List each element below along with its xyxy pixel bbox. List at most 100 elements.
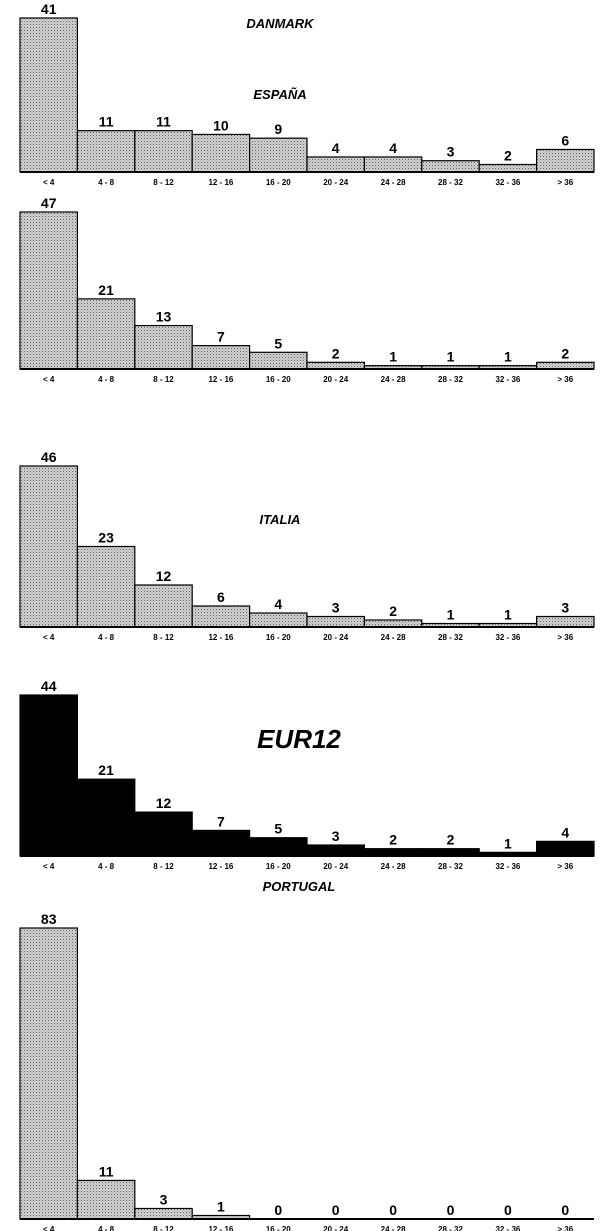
x-tick-label: 4 - 8 — [98, 375, 115, 384]
x-tick-label: 8 - 12 — [153, 633, 174, 642]
x-tick-label: 20 - 24 — [323, 375, 348, 384]
x-tick-label: 16 - 20 — [266, 178, 291, 187]
x-tick-label: 28 - 32 — [438, 862, 463, 871]
bar — [478, 163, 538, 173]
x-tick-label: 4 - 8 — [98, 1225, 115, 1231]
bar-value-label: 12 — [156, 568, 172, 584]
bar-value-label: 3 — [447, 144, 455, 160]
x-tick-label: 12 - 16 — [208, 1225, 233, 1231]
bar-value-label: 5 — [274, 335, 282, 351]
bar — [191, 829, 251, 857]
bar — [19, 927, 79, 1220]
x-tick-label: < 4 — [43, 375, 55, 384]
bar-value-label: 4 — [274, 596, 282, 612]
bar-value-label: 5 — [274, 821, 282, 837]
x-tick-label: 32 - 36 — [495, 862, 520, 871]
bar-value-label: 2 — [389, 603, 397, 619]
bar-value-label: 44 — [41, 678, 57, 694]
bar-value-label: 3 — [332, 600, 340, 616]
bar — [363, 619, 423, 628]
x-tick-label: < 4 — [43, 862, 55, 871]
x-tick-label: 16 - 20 — [266, 1225, 291, 1231]
bar — [191, 345, 251, 370]
x-tick-label: 28 - 32 — [438, 1225, 463, 1231]
x-tick-label: 28 - 32 — [438, 178, 463, 187]
bar-value-label: 2 — [504, 147, 512, 163]
x-tick-label: 12 - 16 — [208, 633, 233, 642]
x-tick-label: 28 - 32 — [438, 375, 463, 384]
bar — [421, 160, 480, 173]
x-tick-label: 16 - 20 — [266, 375, 291, 384]
bar-value-label: 4 — [561, 824, 569, 840]
bar-value-label: 47 — [41, 195, 57, 211]
bar — [306, 844, 366, 857]
x-tick-label: 8 - 12 — [153, 1225, 174, 1231]
bar-value-label: 2 — [389, 832, 397, 848]
bar-value-label: 3 — [332, 828, 340, 844]
bar — [249, 137, 308, 173]
chart-title: ITALIA — [260, 512, 301, 527]
bar — [19, 465, 79, 628]
bar-value-label: 7 — [217, 813, 225, 829]
bar — [19, 17, 79, 173]
x-tick-label: 20 - 24 — [323, 862, 348, 871]
bar-value-label: 2 — [332, 345, 340, 361]
bar — [535, 615, 595, 628]
bar — [134, 811, 193, 857]
bar-value-label: 0 — [274, 1202, 282, 1218]
bar — [19, 211, 79, 370]
x-tick-label: 20 - 24 — [323, 178, 348, 187]
bar-value-label: 0 — [561, 1202, 569, 1218]
bar-value-label: 1 — [504, 607, 512, 623]
bar — [134, 130, 193, 173]
x-tick-label: 12 - 16 — [208, 178, 233, 187]
bar-value-label: 0 — [504, 1202, 512, 1218]
bar — [306, 615, 366, 628]
bar-value-label: 6 — [561, 132, 569, 148]
bar-value-label: 21 — [98, 282, 114, 298]
bar — [535, 361, 595, 370]
bar-value-label: 2 — [447, 832, 455, 848]
bar-value-label: 46 — [41, 449, 57, 465]
x-tick-label: 20 - 24 — [323, 633, 348, 642]
bar — [306, 156, 366, 173]
x-tick-label: > 36 — [557, 375, 573, 384]
x-tick-label: 8 - 12 — [153, 178, 174, 187]
bar-value-label: 23 — [98, 530, 114, 546]
x-tick-label: 4 - 8 — [98, 862, 115, 871]
bar — [134, 324, 193, 370]
bar — [363, 848, 423, 857]
x-tick-label: 32 - 36 — [495, 633, 520, 642]
bar — [134, 1207, 193, 1220]
bar — [535, 840, 595, 857]
bar-value-label: 1 — [447, 607, 455, 623]
x-tick-label: < 4 — [43, 178, 55, 187]
x-tick-label: > 36 — [557, 862, 573, 871]
x-tick-label: > 36 — [557, 633, 573, 642]
chart-panel-portugal: 83 < 4 11 4 - 8 3 8 - 12 1 12 - 16 0 16 - 20 0 20 -… — [19, 879, 594, 1231]
bar — [249, 612, 308, 628]
bar-value-label: 3 — [561, 600, 569, 616]
x-tick-label: 28 - 32 — [438, 633, 463, 642]
x-tick-label: 16 - 20 — [266, 862, 291, 871]
bar — [249, 351, 308, 370]
bar — [421, 848, 480, 857]
bar-value-label: 4 — [389, 140, 397, 156]
chart-title: PORTUGAL — [263, 879, 336, 894]
bar — [191, 133, 251, 173]
bar-value-label: 4 — [332, 140, 340, 156]
bar — [19, 694, 79, 857]
bar — [363, 156, 423, 173]
bar-value-label: 21 — [98, 762, 114, 778]
bar-value-label: 0 — [447, 1202, 455, 1218]
x-tick-label: > 36 — [557, 178, 573, 187]
bar-value-label: 1 — [504, 835, 512, 851]
bar — [76, 298, 136, 370]
x-tick-label: 32 - 36 — [495, 178, 520, 187]
bar — [76, 545, 136, 628]
bar-value-label: 9 — [274, 121, 282, 137]
